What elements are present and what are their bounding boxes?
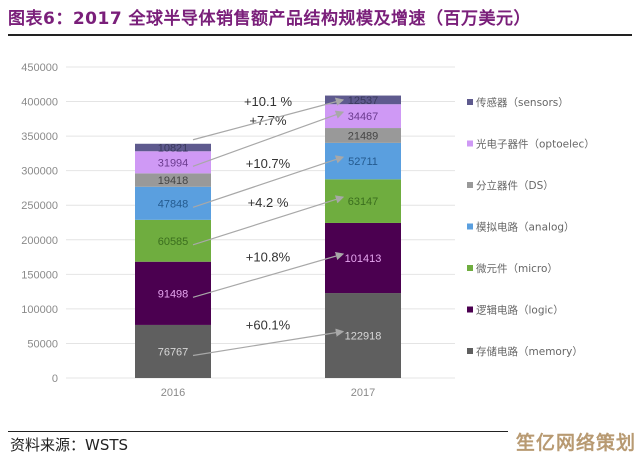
data-label: 60585 (158, 236, 189, 248)
y-tick-label: 450000 (21, 62, 58, 74)
growth-label: +7.7% (249, 113, 287, 128)
growth-label: +10.1 % (244, 94, 293, 109)
source-note: 资料来源：WSTS (10, 436, 129, 454)
data-label: 10821 (158, 143, 189, 155)
legend-swatch (467, 348, 473, 354)
legend-label: 模拟电路（analog） (476, 221, 575, 234)
growth-label: +10.7% (246, 156, 291, 171)
y-tick-label: 200000 (21, 235, 58, 247)
y-tick-label: 0 (52, 373, 58, 385)
bar-segment (325, 104, 401, 129)
x-tick-label: 2016 (161, 387, 185, 399)
data-label: 63147 (348, 196, 379, 208)
legend-label: 存储电路（memory） (476, 345, 583, 358)
bar-segment (135, 219, 211, 262)
data-label: 76767 (158, 346, 189, 358)
y-tick-label: 150000 (21, 269, 58, 281)
y-tick-label: 350000 (21, 131, 58, 143)
growth-arrow (192, 110, 345, 167)
data-label: 47848 (158, 198, 189, 210)
bar-segment (325, 128, 401, 143)
bar-segment (135, 173, 211, 187)
chart-title: 图表6：2017 全球半导体销售额产品结构规模及增速（百万美元） (8, 9, 532, 29)
y-tick-label: 400000 (21, 97, 58, 109)
growth-label: +10.8% (246, 250, 291, 265)
data-label: 101413 (345, 253, 382, 265)
bar-segment (325, 95, 401, 105)
data-label: 19418 (158, 175, 189, 187)
legend-swatch (467, 99, 473, 105)
legend-swatch (467, 265, 473, 271)
growth-arrow (192, 155, 345, 208)
bar-segment (135, 143, 211, 152)
bar-segment (135, 151, 211, 174)
legend-label: 分立器件（DS） (476, 179, 554, 192)
data-label: 34467 (348, 111, 379, 123)
legend-label: 微元件（micro） (476, 262, 558, 275)
growth-arrow (192, 251, 345, 298)
growth-label: +4.2 % (248, 195, 289, 210)
data-label: 12537 (348, 95, 379, 107)
data-label: 52711 (348, 156, 378, 168)
y-tick-label: 50000 (27, 338, 58, 350)
watermark: 笙亿网络策划 (516, 432, 637, 454)
legend-label: 光电子器件（optoelec） (476, 138, 595, 151)
legend-swatch (467, 306, 473, 313)
y-tick-label: 300000 (21, 166, 58, 178)
y-tick-label: 100000 (21, 304, 58, 316)
legend-swatch (467, 140, 473, 147)
legend-swatch (467, 182, 473, 188)
bar-segment (135, 261, 211, 325)
bar-segment (135, 186, 211, 220)
growth-arrow (192, 328, 345, 357)
footer-divider (8, 431, 508, 432)
legend-swatch (467, 223, 473, 230)
data-label: 122918 (345, 331, 382, 343)
legend-label: 传感器（sensors） (476, 96, 569, 109)
bar-segment (135, 324, 211, 378)
legend-label: 逻辑电路（logic） (476, 304, 564, 317)
growth-arrow (192, 97, 345, 141)
data-label: 21489 (348, 130, 379, 142)
y-tick-label: 250000 (21, 200, 58, 212)
growth-arrow (192, 195, 345, 246)
data-label: 91498 (158, 288, 189, 300)
title-divider (8, 34, 632, 36)
x-tick-label: 2017 (351, 387, 375, 399)
data-label: 31994 (158, 157, 189, 169)
growth-label: +60.1% (246, 317, 291, 332)
